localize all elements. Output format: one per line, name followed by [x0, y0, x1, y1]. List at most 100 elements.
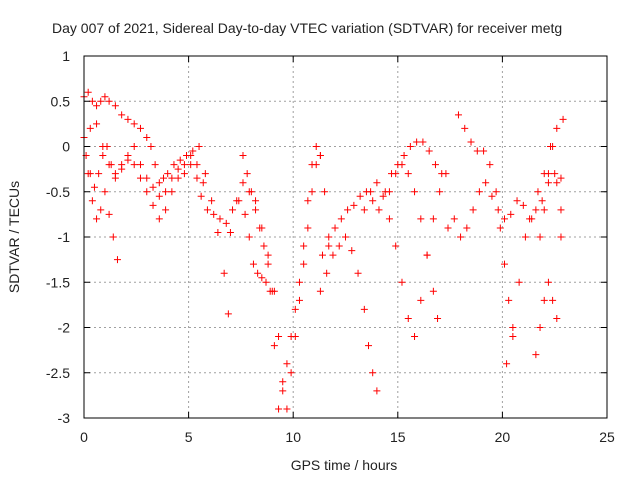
data-point	[515, 278, 523, 286]
data-point	[434, 314, 442, 322]
data-point	[124, 115, 132, 123]
data-point	[454, 111, 462, 119]
data-point	[93, 215, 101, 223]
data-point	[360, 305, 368, 313]
data-point	[260, 242, 268, 250]
data-point	[304, 224, 312, 232]
data-point	[143, 133, 151, 141]
data-point	[467, 138, 475, 146]
data-point	[130, 143, 138, 150]
series-track-k	[385, 161, 442, 322]
data-point	[118, 111, 126, 119]
data-point	[252, 206, 260, 214]
data-point	[245, 233, 253, 241]
data-point	[130, 161, 138, 169]
series-track-g	[239, 152, 276, 295]
data-point	[203, 206, 211, 214]
x-tick-label: 20	[495, 429, 511, 445]
data-point	[105, 97, 113, 105]
data-point	[136, 161, 144, 169]
data-point	[436, 188, 444, 196]
data-point	[553, 179, 561, 187]
data-point	[540, 206, 548, 214]
data-point	[469, 206, 477, 214]
data-point	[180, 170, 188, 178]
data-point	[350, 201, 358, 209]
data-point	[329, 251, 337, 259]
data-point	[113, 256, 121, 264]
data-point	[270, 342, 278, 350]
data-point	[279, 378, 287, 386]
data-point	[93, 102, 101, 110]
data-point	[354, 269, 362, 277]
data-point	[176, 156, 184, 164]
data-point	[101, 188, 109, 196]
data-point	[429, 287, 437, 295]
data-point	[268, 287, 276, 295]
data-point	[392, 170, 400, 178]
data-point	[400, 152, 408, 160]
y-tick-label: -0.5	[46, 184, 70, 200]
data-point	[544, 170, 552, 178]
data-point	[109, 233, 117, 241]
data-point	[88, 97, 96, 105]
data-point	[557, 174, 565, 182]
data-point	[482, 179, 490, 187]
data-point	[538, 197, 546, 205]
data-point	[99, 152, 107, 160]
data-point	[316, 152, 324, 160]
data-point	[398, 161, 406, 169]
data-point	[369, 197, 377, 205]
data-point	[536, 233, 544, 241]
data-point	[195, 143, 203, 150]
data-point	[189, 147, 197, 155]
data-point	[275, 405, 283, 413]
x-tick-label: 10	[285, 429, 301, 445]
data-point	[404, 314, 412, 322]
data-point	[197, 192, 205, 200]
x-tick-label: 25	[599, 429, 615, 445]
data-point	[534, 188, 542, 196]
data-point	[450, 215, 458, 223]
series-track-j	[360, 170, 450, 341]
data-point	[97, 97, 105, 105]
series-track-i	[316, 233, 381, 395]
data-point	[480, 147, 488, 155]
data-point	[283, 405, 291, 413]
data-point	[461, 124, 469, 132]
y-tick-label: -2	[58, 320, 71, 336]
data-point	[93, 120, 101, 128]
data-point	[155, 179, 163, 187]
data-point	[168, 188, 176, 196]
data-point	[312, 143, 320, 150]
y-axis-label: SDTVAR / TECUs	[6, 181, 22, 293]
data-point	[210, 210, 218, 218]
series-track-e	[197, 143, 333, 413]
data-point	[241, 210, 249, 218]
data-point	[90, 183, 98, 191]
data-point	[101, 93, 109, 101]
data-point	[429, 215, 437, 223]
y-tick-label: -3	[58, 410, 71, 426]
data-point	[557, 206, 565, 214]
data-point	[356, 192, 364, 200]
data-point	[304, 197, 312, 205]
data-point	[323, 269, 331, 277]
data-point	[325, 233, 333, 241]
data-point	[544, 179, 552, 187]
data-point	[553, 314, 561, 322]
data-point	[239, 179, 247, 187]
data-point	[553, 124, 561, 132]
data-point	[540, 296, 548, 304]
data-point	[252, 197, 260, 205]
data-point	[398, 278, 406, 286]
data-point	[486, 161, 494, 169]
y-tick-label: -1.5	[46, 274, 70, 290]
data-point	[419, 138, 427, 146]
data-point	[264, 251, 272, 259]
data-point	[155, 192, 163, 200]
tick-marks	[83, 55, 608, 419]
data-point	[233, 197, 241, 205]
data-point	[162, 188, 170, 196]
data-point	[316, 287, 324, 295]
